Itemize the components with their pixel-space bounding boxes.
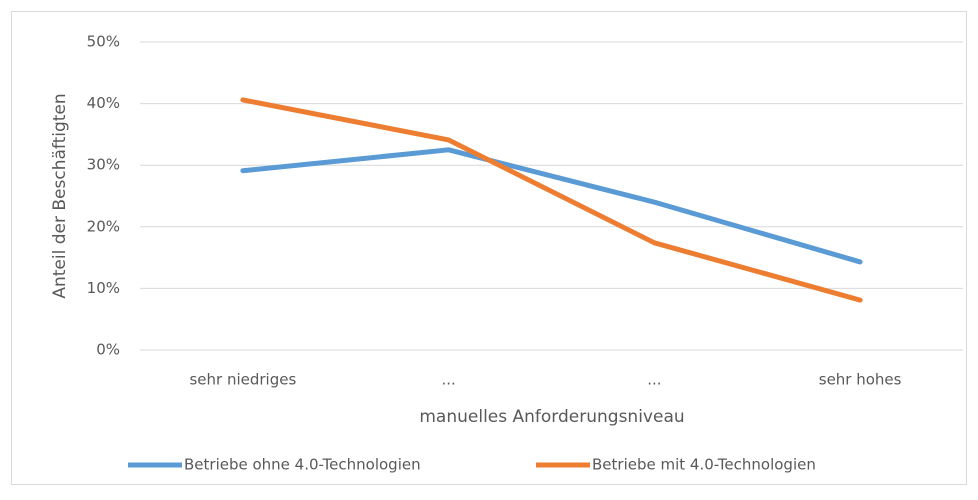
- y-tick-label: 40%: [87, 94, 120, 112]
- legend-label: Betriebe mit 4.0-Technologien: [592, 456, 816, 474]
- series-line: [240, 97, 863, 303]
- legend-label: Betriebe ohne 4.0-Technologien: [184, 456, 421, 474]
- y-tick-label: 0%: [96, 341, 120, 359]
- y-tick-label: 20%: [87, 217, 120, 235]
- y-tick-label: 30%: [87, 156, 120, 174]
- y-tick-label: 50%: [87, 33, 120, 51]
- x-axis-title: manuelles Anforderungsniveau: [419, 407, 684, 427]
- x-tick-label: sehr niedriges: [189, 371, 296, 389]
- y-axis-title: Anteil der Beschäftigten: [50, 93, 70, 298]
- x-tick-label: ...: [647, 371, 661, 389]
- series-line: [240, 147, 863, 265]
- y-tick-label: 10%: [87, 279, 120, 297]
- x-tick-label: sehr hohes: [819, 371, 902, 389]
- x-tick-label: ...: [441, 371, 455, 389]
